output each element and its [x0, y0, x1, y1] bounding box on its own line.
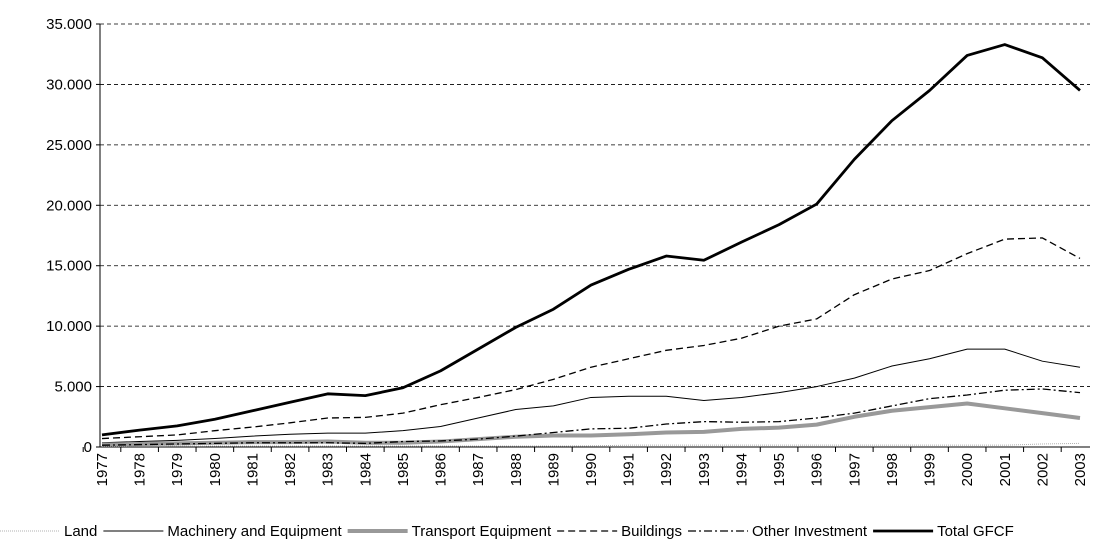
x-tick-label: 1980 — [207, 453, 224, 486]
x-tick-label: 1986 — [433, 453, 450, 486]
x-tick-label: 1984 — [357, 453, 374, 486]
legend-label: Machinery and Equipment — [167, 523, 342, 540]
x-tick-label: 1998 — [884, 453, 901, 486]
legend-label: Land — [64, 523, 97, 540]
legend-label: Other Investment — [752, 523, 868, 540]
line-series — [101, 237, 1081, 440]
x-tick-label: 1983 — [320, 453, 337, 486]
y-tick-label: 10.000 — [46, 318, 92, 335]
x-tick-label: 1993 — [696, 453, 713, 486]
legend-label: Buildings — [621, 523, 682, 540]
y-tick-label: 25.000 — [46, 137, 92, 154]
x-tick-label: 1990 — [583, 453, 600, 486]
x-tick-label: 1996 — [809, 453, 826, 486]
y-tick-label: 15.000 — [46, 258, 92, 275]
x-tick-label: 1994 — [733, 453, 750, 486]
line-series — [101, 401, 1081, 447]
x-tick-label: 2000 — [959, 453, 976, 486]
legend-label: Total GFCF — [937, 523, 1014, 540]
y-tick-label: 20.000 — [46, 197, 92, 214]
x-tick-label: 1992 — [658, 453, 675, 486]
x-tick-label: 1988 — [508, 453, 525, 486]
legend-label: Transport Equipment — [412, 523, 552, 540]
x-tick-label: 1982 — [282, 453, 299, 486]
line-series — [101, 388, 1081, 446]
x-tick-label: 1995 — [771, 453, 788, 486]
x-tick-label: 1977 — [94, 453, 111, 486]
line-series — [101, 348, 1081, 444]
line-series — [101, 43, 1081, 437]
x-tick-label: 2002 — [1034, 453, 1051, 486]
x-tick-label: 1985 — [395, 453, 412, 486]
y-tick-label: 5.000 — [54, 379, 92, 396]
x-tick-label: 1981 — [244, 453, 261, 486]
x-tick-label: 1989 — [545, 453, 562, 486]
y-tick-label: 30.000 — [46, 76, 92, 93]
x-tick-label: 2001 — [997, 453, 1014, 486]
x-tick-label: 1997 — [846, 453, 863, 486]
x-tick-label: 1978 — [132, 453, 149, 486]
x-tick-label: 1979 — [169, 453, 186, 486]
x-tick-label: 1987 — [470, 453, 487, 486]
y-tick-label: 0 — [84, 439, 92, 456]
x-tick-label: 1999 — [922, 453, 939, 486]
y-tick-label: 35.000 — [46, 16, 92, 33]
x-tick-label: 2003 — [1072, 453, 1089, 486]
x-tick-label: 1991 — [621, 453, 638, 486]
